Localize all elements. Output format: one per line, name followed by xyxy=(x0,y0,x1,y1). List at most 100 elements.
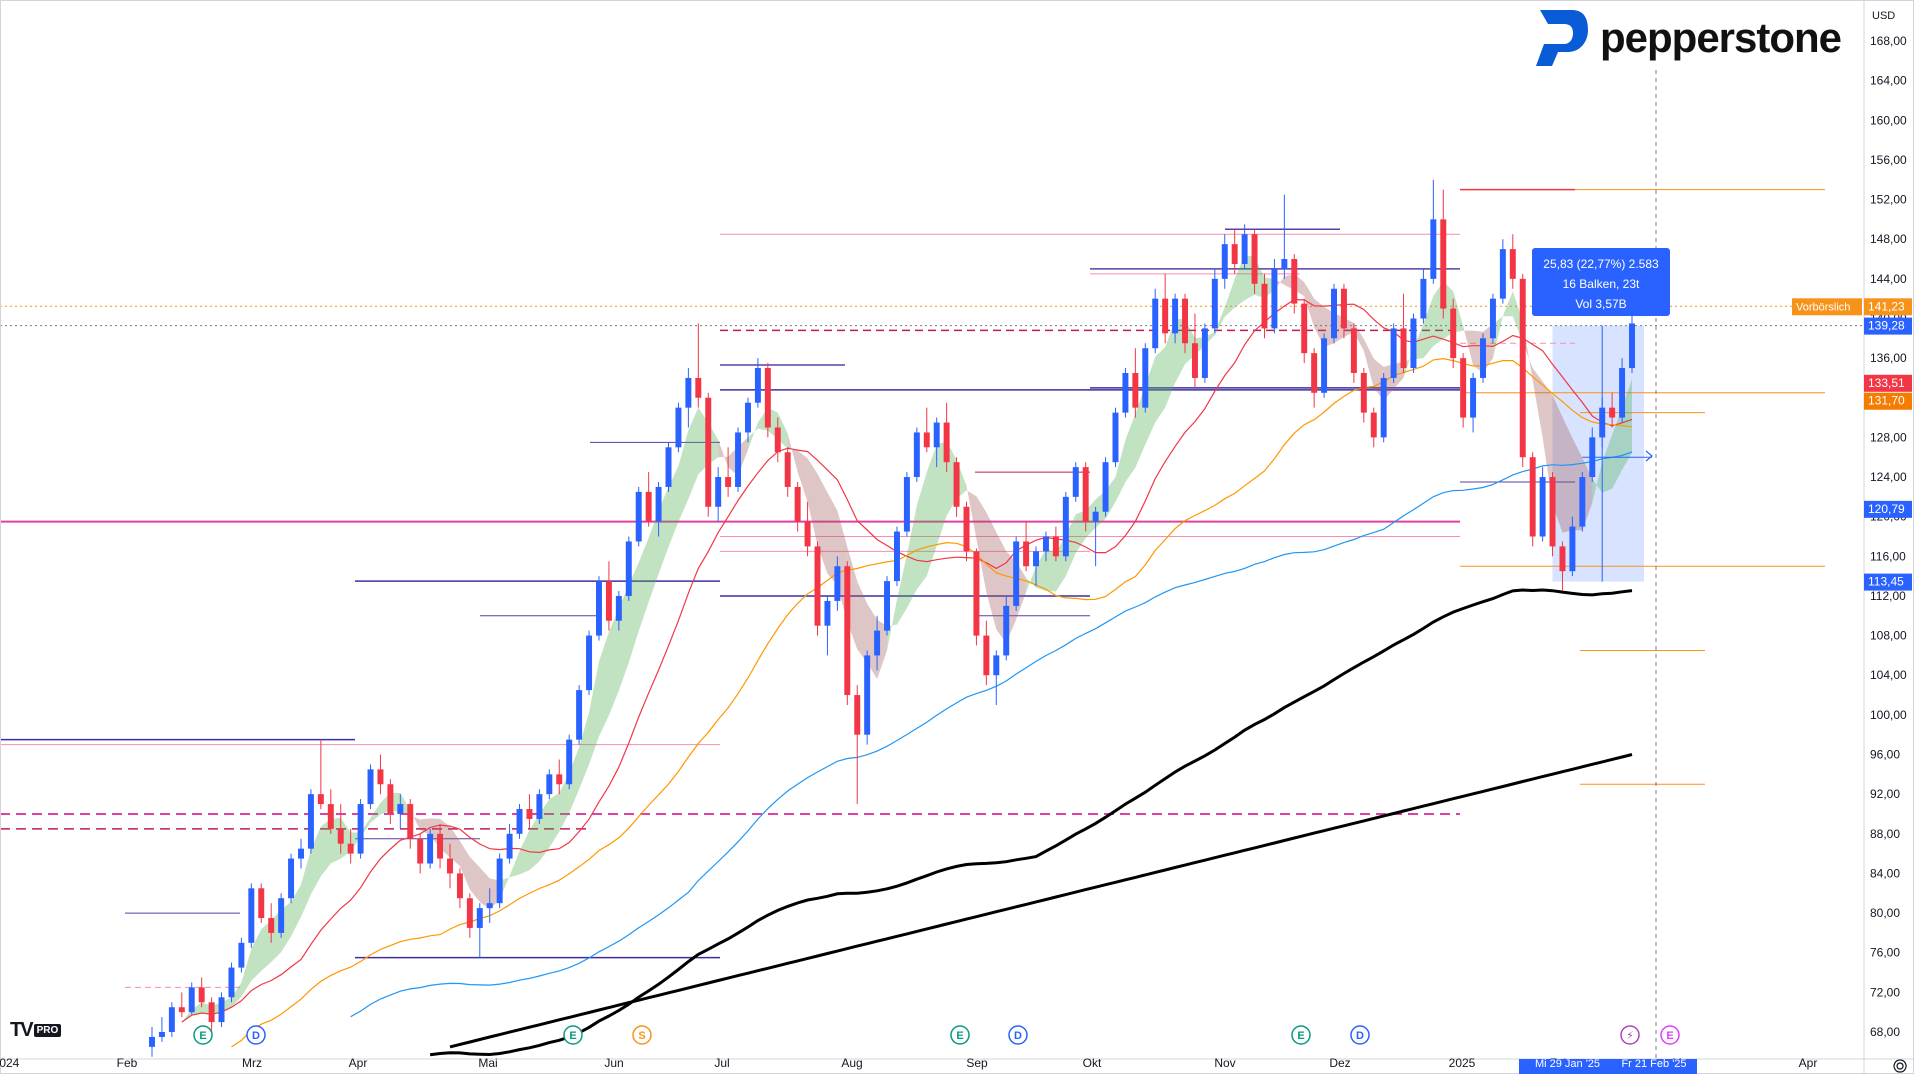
ma-ribbon-segment xyxy=(310,826,321,895)
candle-body xyxy=(675,407,682,448)
ma-ribbon-segment xyxy=(986,512,997,630)
ma-ribbon-segment xyxy=(420,818,431,836)
price-tick-label: 84,00 xyxy=(1870,866,1900,880)
time-highlight-text: Mi 29 Jan '25 xyxy=(1535,1058,1600,1070)
time-tick-label: Apr xyxy=(349,1056,368,1070)
price-tick-label: 144,00 xyxy=(1870,272,1907,286)
candle-body xyxy=(1331,288,1337,339)
candle-body xyxy=(834,566,841,601)
candle-body xyxy=(298,848,304,859)
candle-body xyxy=(198,987,205,1003)
candle-body xyxy=(844,566,851,696)
candle-body xyxy=(874,630,881,656)
svg-text:D: D xyxy=(252,1030,260,1042)
price-label-text: 133,51 xyxy=(1868,376,1905,390)
ma-ribbon-segment xyxy=(589,661,599,765)
candle-body xyxy=(1251,234,1258,284)
candle-body xyxy=(1023,541,1030,567)
ma-ribbon-segment xyxy=(827,492,838,585)
ma-ribbon-segment xyxy=(688,407,699,500)
candle-body xyxy=(1529,457,1536,537)
measure-line2: 16 Balken, 23t xyxy=(1563,277,1640,291)
candle-body xyxy=(665,447,672,487)
candle-body xyxy=(158,1032,165,1037)
candle-body xyxy=(367,769,374,805)
candle-body xyxy=(725,477,732,487)
tradingview-pro-mark: TV PRO xyxy=(10,1019,62,1042)
candle-body xyxy=(1420,278,1427,319)
candle-body xyxy=(188,987,195,1013)
candle-body xyxy=(576,690,583,740)
candle-body xyxy=(596,581,602,636)
candle-body xyxy=(615,595,622,621)
ma-ribbon-segment xyxy=(1115,439,1126,502)
candle-body xyxy=(1430,219,1437,279)
ma-ribbon-segment xyxy=(509,851,520,878)
ma-ribbon-segment xyxy=(1234,255,1245,308)
time-tick-label: Okt xyxy=(1083,1056,1102,1070)
candle-body xyxy=(486,903,493,909)
ma-ribbon-segment xyxy=(1026,566,1037,593)
candle-body xyxy=(1241,234,1248,264)
price-tick-label: 168,00 xyxy=(1870,34,1907,48)
ma-ribbon-segment xyxy=(1065,514,1076,577)
candle-body xyxy=(1182,298,1188,344)
tradingview-icon: TV xyxy=(10,1019,34,1041)
price-tick-label: 72,00 xyxy=(1870,985,1900,999)
ma-ribbon-segment xyxy=(916,472,927,590)
ma-ribbon-segment xyxy=(469,856,480,902)
ma-ribbon-segment xyxy=(747,422,758,450)
candle-body xyxy=(556,774,563,785)
candle-body xyxy=(1271,268,1278,329)
ma-ribbon-segment xyxy=(598,631,609,737)
price-tick-label: 96,00 xyxy=(1870,748,1900,762)
price-tick-label: 128,00 xyxy=(1870,430,1907,444)
candle-body xyxy=(437,833,444,859)
candle-body xyxy=(1629,323,1635,369)
time-tick-label: 2025 xyxy=(1449,1056,1476,1070)
candle-body xyxy=(953,462,960,507)
svg-text:D: D xyxy=(1014,1030,1022,1042)
candle-body xyxy=(526,809,533,819)
candle-body xyxy=(1350,328,1357,373)
candle-body xyxy=(1082,467,1089,522)
ma-ribbon-segment xyxy=(320,818,331,877)
candle-body xyxy=(1301,303,1308,354)
ma-ribbon-segment xyxy=(718,439,729,468)
candle-body xyxy=(288,858,295,899)
settings-gear-icon xyxy=(1893,1059,1907,1073)
price-label-text: 131,70 xyxy=(1868,394,1905,408)
candle-body xyxy=(1549,477,1556,547)
svg-text:E: E xyxy=(1297,1030,1304,1042)
event-marker-icon: E xyxy=(950,1025,970,1045)
ma-ribbon-segment xyxy=(1502,291,1513,317)
candle-body xyxy=(476,908,483,928)
candle-body xyxy=(1162,298,1169,334)
candle-body xyxy=(784,452,791,487)
svg-text:⚡: ⚡ xyxy=(1626,1030,1634,1042)
ma-ribbon-segment xyxy=(1423,296,1434,359)
ma-ribbon-segment xyxy=(1314,298,1325,347)
svg-text:D: D xyxy=(1356,1030,1364,1042)
candle-body xyxy=(1470,377,1477,418)
ma-ribbon-segment xyxy=(648,510,659,603)
event-marker-icon: ⚡ xyxy=(1620,1025,1640,1045)
moving-average-blue xyxy=(350,451,1633,1018)
pro-badge: PRO xyxy=(33,1024,62,1037)
candle-body xyxy=(218,997,225,1023)
candle-body xyxy=(973,551,980,636)
ma-ribbon-segment xyxy=(966,485,977,539)
svg-text:E: E xyxy=(199,1030,206,1042)
ma-ribbon-segment xyxy=(459,840,470,890)
price-tick-label: 108,00 xyxy=(1870,629,1907,643)
price-label-box xyxy=(1864,392,1912,410)
moving-average-red xyxy=(181,298,1633,1023)
candle-body xyxy=(1360,372,1367,413)
pepperstone-logo-icon xyxy=(1536,10,1588,66)
candle-body xyxy=(1291,259,1298,304)
time-tick-label: 2024 xyxy=(0,1056,20,1070)
candle-body xyxy=(1191,343,1198,378)
candle-body xyxy=(913,432,920,478)
price-label-box xyxy=(1864,317,1912,335)
